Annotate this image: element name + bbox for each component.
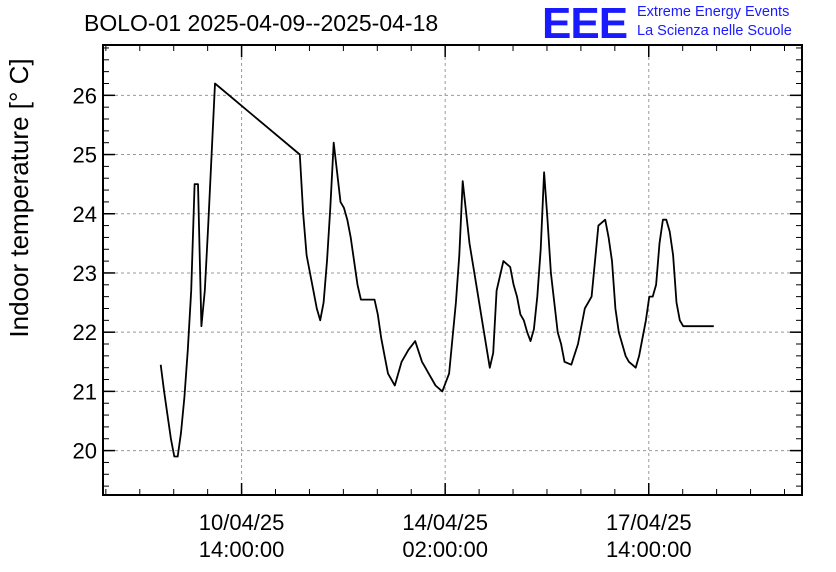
y-tick-label: 20 <box>73 439 97 464</box>
y-tick-label: 25 <box>73 143 97 168</box>
x-tick-label-time: 14:00:00 <box>606 537 692 562</box>
chart-title: BOLO-01 2025-04-09--2025-04-18 <box>84 10 439 36</box>
y-tick-label: 21 <box>73 379 97 404</box>
y-tick-label: 24 <box>73 202 97 227</box>
ticks <box>103 45 802 495</box>
logo-line-2: La Scienza nelle Scuole <box>637 23 792 39</box>
logo-line-1: Extreme Energy Events <box>637 4 790 20</box>
x-tick-label-time: 02:00:00 <box>402 537 488 562</box>
y-tick-label: 26 <box>73 83 97 108</box>
y-tick-label: 23 <box>73 261 97 286</box>
temperature-series-line <box>159 82 714 458</box>
axes <box>102 44 803 496</box>
eee-logo-caption: Extreme Energy Events La Scienza nelle S… <box>637 3 792 41</box>
y-axis-label: Indoor temperature [° C] <box>4 58 34 337</box>
y-tick-label: 22 <box>73 320 97 345</box>
x-tick-label-date: 10/04/25 <box>199 510 285 535</box>
grid-lines <box>103 45 802 495</box>
x-tick-label-date: 17/04/25 <box>606 510 692 535</box>
data-series <box>159 82 714 458</box>
tick-labels: 2021222324252610/04/2514:00:0014/04/2502… <box>73 83 692 562</box>
eee-logo: EEE <box>542 0 628 48</box>
plot-frame <box>102 44 803 496</box>
x-tick-label-time: 14:00:00 <box>199 537 285 562</box>
x-tick-label-date: 14/04/25 <box>402 510 488 535</box>
